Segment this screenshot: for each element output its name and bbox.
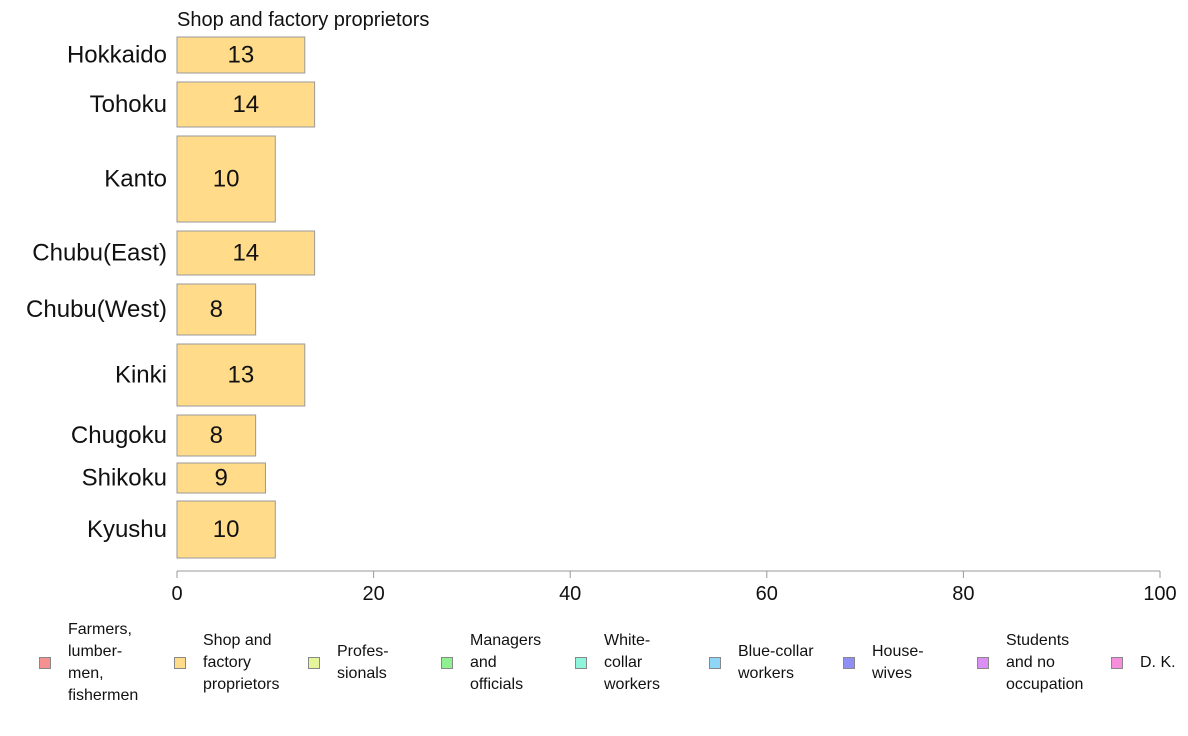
legend-label: House- wives	[872, 643, 924, 682]
category-label: Tohoku	[90, 91, 167, 118]
x-tick-label: 20	[362, 583, 384, 605]
legend-item: White- collar workers	[575, 618, 660, 708]
x-tick-label: 60	[756, 583, 778, 605]
legend-item: House- wives	[843, 618, 924, 708]
bar-tohoku	[176, 81, 316, 128]
category-label: Hokkaido	[67, 42, 167, 69]
category-label: Shikoku	[82, 465, 167, 492]
legend-swatch	[39, 657, 51, 669]
bar-kinki	[176, 343, 306, 407]
legend-label: Farmers, lumber- men, fishermen	[68, 621, 139, 704]
legend-swatch	[575, 657, 587, 669]
chart-title: Shop and factory proprietors	[177, 9, 429, 31]
category-label: Chugoku	[71, 422, 167, 449]
bar-value-label: 9	[215, 465, 228, 492]
bar-chugoku	[176, 414, 257, 457]
bar-value-label: 14	[232, 240, 259, 267]
bar-value-label: 10	[213, 516, 240, 543]
x-tick-label: 80	[952, 583, 974, 605]
legend-item: Farmers, lumber- men, fishermen	[39, 618, 138, 708]
category-label: Kinki	[115, 362, 167, 389]
bar-value-label: 10	[213, 166, 240, 193]
legend-swatch	[977, 657, 989, 669]
category-label: Chubu(East)	[32, 240, 167, 267]
x-tick-label: 0	[171, 583, 182, 605]
bars-group: Hokkaido 13 Tohoku 14 Kanto 10 Chubu(East) 14 Ch…	[26, 36, 316, 559]
bar-chubu-east	[176, 230, 316, 276]
x-tick-label: 100	[1143, 583, 1176, 605]
legend-item: Students and no occupation	[977, 618, 1083, 708]
bar-chubu-west	[176, 283, 257, 336]
bar-chart: Shop and factory proprietors Hokkaido 13 T…	[26, 9, 1177, 605]
bar-value-label: 13	[228, 42, 255, 69]
legend-item: D. K.	[1111, 618, 1176, 708]
legend-swatch	[308, 657, 320, 669]
legend-swatch	[441, 657, 453, 669]
legend-label: D. K.	[1140, 654, 1176, 671]
legend-label: Managers and officials	[470, 632, 542, 693]
bar-value-label: 13	[228, 362, 255, 389]
category-label: Kyushu	[87, 516, 167, 543]
legend-label: Students and no occupation	[1006, 632, 1084, 693]
legend-swatch	[709, 657, 721, 669]
bar-value-label: 8	[210, 422, 223, 449]
legend-swatch	[843, 657, 855, 669]
legend-label: Blue-collar workers	[738, 643, 814, 682]
legend-label: White- collar workers	[604, 632, 661, 693]
bar-value-label: 14	[232, 91, 259, 118]
x-tick-label: 40	[559, 583, 581, 605]
bar-kyushu	[176, 500, 276, 559]
bar-hokkaido	[176, 36, 306, 74]
legend-item: Blue-collar workers	[709, 618, 814, 708]
bar-value-label: 8	[210, 296, 223, 323]
category-label: Kanto	[104, 166, 167, 193]
legend-swatch	[174, 657, 186, 669]
legend-label: Shop and factory proprietors	[203, 632, 280, 693]
category-label: Chubu(West)	[26, 296, 167, 323]
legend-item: Profes- sionals	[308, 618, 389, 708]
bar-shikoku	[176, 462, 266, 494]
legend-label: Profes- sionals	[337, 643, 389, 682]
x-axis: 0 20 40 60 80 100	[171, 570, 1177, 605]
legend: Farmers, lumber- men, fishermen Shop and …	[0, 618, 1188, 728]
legend-item: Managers and officials	[441, 618, 541, 708]
bar-kanto	[176, 135, 276, 223]
legend-item: Shop and factory proprietors	[174, 618, 279, 708]
legend-swatch	[1111, 657, 1123, 669]
